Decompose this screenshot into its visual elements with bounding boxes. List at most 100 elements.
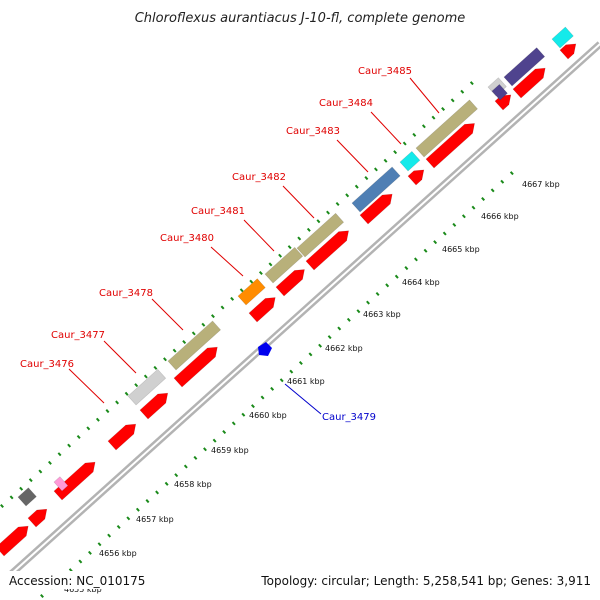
inner-tick: [251, 404, 255, 409]
feature-orange: [237, 278, 266, 306]
outer-tick: [374, 167, 378, 172]
cds-arrow: [27, 508, 48, 528]
outer-tick: [0, 503, 4, 509]
gene-label-caur-3476[interactable]: Caur_3476: [20, 359, 74, 370]
outer-tick: [278, 253, 283, 258]
kbp-label: 4663 kbp: [363, 310, 401, 319]
inner-tick: [164, 481, 169, 486]
inner-tick: [308, 352, 313, 357]
outer-tick: [354, 184, 359, 189]
gene-label-caur-3482[interactable]: Caur_3482: [232, 172, 286, 183]
inner-tick: [356, 309, 361, 314]
outer-tick: [9, 495, 14, 500]
feature-olive: [264, 246, 304, 284]
inner-tick: [231, 421, 236, 426]
inner-tick: [423, 248, 428, 253]
outer-tick: [249, 279, 254, 284]
outer-tick: [402, 141, 407, 146]
outer-tick: [326, 210, 330, 215]
map-title: Chloroflexus aurantiacus J-10-fl, comple…: [135, 11, 466, 26]
inner-tick: [155, 490, 160, 495]
kbp-label: 4660 kbp: [249, 411, 287, 420]
cds-arrow: [0, 525, 29, 557]
cds-arrow: [559, 43, 577, 60]
gene-label-caur-3485[interactable]: Caur_3485: [358, 66, 412, 77]
cds-arrow: [173, 346, 218, 388]
inner-tick: [327, 335, 332, 340]
gene-label-caur-3481[interactable]: Caur_3481: [191, 206, 245, 217]
kbp-label: 4662 kbp: [325, 344, 363, 353]
inner-tick: [385, 283, 390, 288]
outer-tick: [450, 98, 455, 103]
outer-tick: [28, 478, 33, 483]
inner-tick: [452, 222, 457, 227]
cds-arrow: [512, 67, 546, 99]
inner-tick: [87, 550, 92, 555]
outer-tick: [163, 357, 167, 362]
outer-tick: [115, 400, 120, 405]
cds-arrow: [425, 123, 475, 169]
outer-tick: [191, 331, 196, 336]
inner-tick: [289, 369, 294, 374]
backbone-inner: [0, 43, 600, 585]
kbp-label: 4665 kbp: [442, 245, 480, 254]
cds-arrow: [359, 193, 393, 225]
inner-tick: [433, 240, 438, 245]
inner-tick: [471, 205, 476, 210]
gene-label-caur-3484[interactable]: Caur_3484: [319, 98, 373, 109]
gene-label-caur-3478[interactable]: Caur_3478: [99, 288, 153, 299]
gene-label-caur-3479[interactable]: Caur_3479: [322, 412, 376, 423]
outer-tick: [172, 348, 177, 353]
kbp-label: 4656 kbp: [99, 549, 137, 558]
outer-tick: [182, 340, 187, 345]
feature-dark-gray: [17, 487, 37, 507]
leader-line: [243, 219, 275, 252]
genome-backbone: [0, 41, 600, 587]
kbp-label: 4664 kbp: [402, 278, 440, 287]
feature-purple: [503, 47, 546, 87]
inner-tick: [174, 473, 179, 478]
inner-tick: [107, 533, 112, 538]
outer-tick: [153, 365, 158, 370]
outer-tick: [57, 452, 62, 457]
inner-tick: [97, 542, 102, 547]
gene-label-caur-3480[interactable]: Caur_3480: [160, 233, 214, 244]
cds-arrow: [407, 169, 425, 186]
footer-background: [0, 571, 600, 589]
gene-label-caur-3483[interactable]: Caur_3483: [286, 126, 340, 137]
feature-light-gray: [127, 368, 167, 406]
leader-line: [103, 340, 137, 374]
inner-tick-ring: [40, 171, 514, 599]
inner-tick: [337, 326, 342, 331]
feature-pink: [53, 476, 69, 492]
inner-tick: [461, 214, 466, 219]
cds-arrow-reverse: [258, 342, 272, 356]
inner-tick: [346, 317, 351, 322]
feature-steelblue: [351, 166, 401, 213]
outer-tick: [306, 227, 311, 232]
gene-label-caur-3477[interactable]: Caur_3477: [51, 330, 105, 341]
outer-tick: [201, 322, 206, 327]
inner-tick: [222, 430, 227, 435]
inner-tick: [78, 559, 83, 564]
feature-cyan: [551, 26, 574, 49]
outer-tick: [134, 383, 139, 388]
kbp-label: 4661 kbp: [287, 377, 325, 386]
gene-labels: Caur_3476 Caur_3477 Caur_3478 Caur_3479 …: [20, 66, 440, 423]
inner-tick: [375, 291, 380, 296]
inner-tick: [481, 197, 486, 202]
outer-tick: [124, 391, 129, 396]
cds-arrow: [107, 423, 137, 451]
accession-label: Accession: NC_010175: [9, 574, 145, 588]
outer-tick: [393, 150, 398, 155]
kbp-label: 4657 kbp: [136, 515, 174, 524]
outer-tick: [460, 89, 465, 94]
inner-tick: [241, 412, 246, 417]
inner-tick: [126, 516, 131, 521]
kbp-label: 4659 kbp: [211, 446, 249, 455]
kbp-scale-labels: 4655 kbp 4656 kbp 4657 kbp 4658 kbp 4659…: [64, 180, 560, 594]
leader-line: [336, 139, 369, 173]
outer-tick: [268, 262, 273, 267]
kbp-label: 4655 kbp: [64, 585, 102, 594]
